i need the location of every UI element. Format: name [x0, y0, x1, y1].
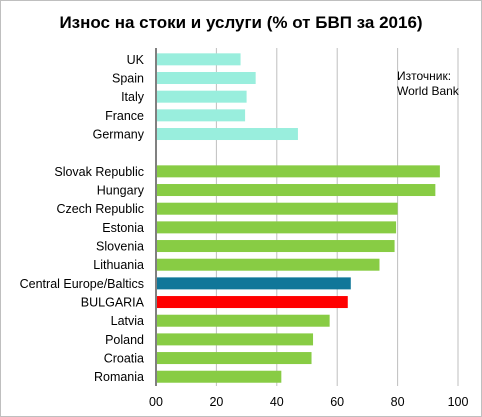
bar-estonia: [157, 221, 397, 234]
x-tick-label-3: 60: [330, 395, 344, 409]
category-label: Slovenia: [96, 240, 144, 254]
category-label: Slovak Republic: [54, 165, 144, 179]
category-label: BULGARIA: [81, 296, 145, 310]
x-tick-label-0: 00: [149, 395, 163, 409]
category-label: UK: [127, 53, 145, 67]
category-labels: UK Spain Italy France Germany Slovak Republic…: [20, 53, 145, 384]
category-label: Czech Republic: [56, 202, 144, 216]
gridlines: [155, 48, 459, 386]
bars: [157, 53, 440, 383]
x-tick-label-1: 20: [209, 395, 223, 409]
x-tick-labels: 00 20 40 60 80 100: [149, 395, 468, 409]
category-label: Germany: [93, 128, 145, 142]
bar-lithuania: [157, 258, 380, 271]
bar-croatia: [157, 352, 312, 365]
category-label: Italy: [121, 90, 145, 104]
category-label: Latvia: [111, 314, 144, 328]
chart-title: Износ на стоки и услуги (% от БВП за 201…: [59, 13, 422, 32]
category-label: Lithuania: [93, 258, 144, 272]
category-label: Poland: [105, 333, 144, 347]
bar-uk: [157, 53, 241, 66]
bar-spain: [157, 72, 256, 85]
x-tick-label-2: 40: [270, 395, 284, 409]
category-label: France: [105, 109, 144, 123]
bar-germany: [157, 128, 298, 141]
category-label: Romania: [94, 370, 144, 384]
bar-italy: [157, 90, 247, 103]
x-tick-label-5: 100: [448, 395, 469, 409]
bar-slovenia: [157, 240, 395, 253]
source-label: Източник:: [397, 69, 451, 83]
bar-latvia: [157, 314, 330, 327]
category-label: Spain: [112, 72, 144, 86]
category-label: Hungary: [97, 184, 145, 198]
source-value: World Bank: [397, 84, 460, 98]
category-label: Central Europe/Baltics: [20, 277, 144, 291]
category-label: Croatia: [104, 352, 144, 366]
x-tick-label-4: 80: [391, 395, 405, 409]
bar-poland: [157, 333, 314, 346]
bar-romania: [157, 370, 282, 383]
bar-czech-republic: [157, 202, 398, 215]
category-label: Estonia: [102, 221, 144, 235]
bar-hungary: [157, 184, 436, 197]
bar-france: [157, 109, 246, 122]
bar-bulgaria: [157, 296, 348, 309]
bar-slovak-republic: [157, 165, 440, 178]
bar-central-europe-baltics: [157, 277, 351, 290]
